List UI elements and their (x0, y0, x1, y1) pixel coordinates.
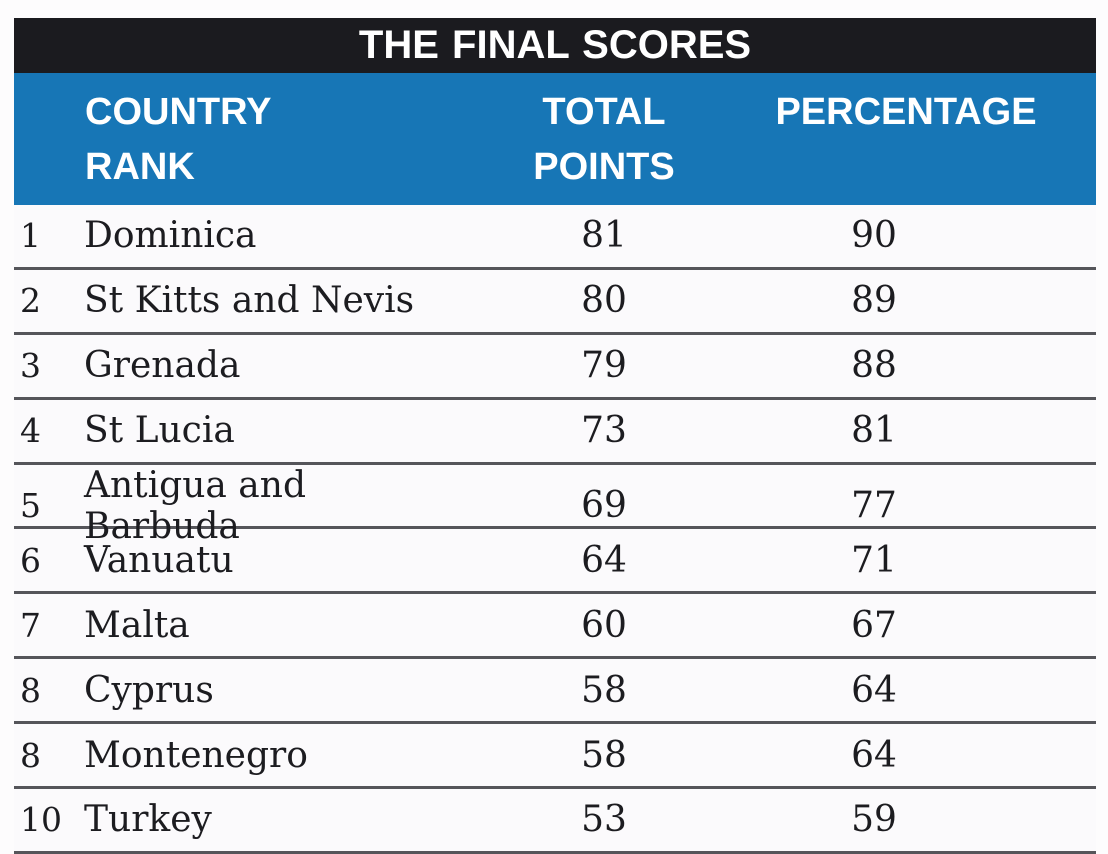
table-row-grenada: 3 Grenada 79 88 (14, 334, 1096, 400)
table-title: THE FINAL SCORES (358, 23, 752, 67)
points-cell: 58 (581, 669, 627, 711)
table-column-header-row: COUNTRY RANK TOTAL POINTS PERCENTAGE (14, 73, 1096, 205)
points-cell: 53 (581, 799, 627, 841)
rank-cell: 5 (20, 486, 41, 526)
rank-cell: 4 (20, 411, 41, 451)
table-row-vanuatu: 6 Vanuatu 64 71 (14, 529, 1096, 595)
table-row-dominica: 1 Dominica 81 90 (14, 205, 1096, 270)
country-cell: Antigua and Barbuda (84, 464, 306, 547)
country-cell: Dominica (84, 215, 257, 257)
rank-cell: 6 (20, 540, 41, 580)
points-cell: 79 (581, 345, 627, 387)
percentage-cell: 71 (851, 539, 897, 581)
column-header-country-line: COUNTRY (85, 91, 272, 133)
table-row-malta: 7 Malta 60 67 (14, 594, 1096, 660)
final-scores-table: THE FINAL SCORES COUNTRY RANK TOTAL POIN… (14, 18, 1096, 854)
percentage-cell: 81 (851, 410, 897, 452)
table-row-cyprus: 8 Cyprus 58 64 (14, 659, 1096, 725)
percentage-cell: 67 (851, 604, 897, 646)
rank-cell: 1 (20, 216, 41, 256)
rank-cell: 2 (20, 281, 41, 321)
percentage-cell: 59 (851, 799, 897, 841)
country-cell: Montenegro (84, 734, 308, 776)
points-cell: 60 (581, 604, 627, 646)
table-title-bar: THE FINAL SCORES (14, 18, 1096, 73)
table-body: 1 Dominica 81 90 2 St Kitts and Nevis 80… (14, 205, 1096, 854)
table-row-st-lucia: 4 St Lucia 73 81 (14, 399, 1096, 465)
points-cell: 80 (581, 280, 627, 322)
rank-cell: 8 (20, 670, 41, 710)
percentage-cell: 64 (851, 669, 897, 711)
country-cell: Malta (84, 604, 190, 646)
country-cell: St Kitts and Nevis (84, 280, 415, 322)
rank-cell: 10 (20, 800, 62, 840)
percentage-cell: 90 (851, 215, 897, 257)
table-row-montenegro: 8 Montenegro 58 64 (14, 724, 1096, 790)
points-cell: 58 (581, 734, 627, 776)
country-cell: St Lucia (84, 410, 235, 452)
rank-cell: 7 (20, 605, 41, 645)
country-cell: Turkey (84, 799, 212, 841)
column-header-country-rank: COUNTRY RANK (14, 85, 464, 205)
percentage-cell: 64 (851, 734, 897, 776)
column-header-rank-line: RANK (85, 146, 195, 188)
column-header-percentage-line: PERCENTAGE (775, 91, 1037, 133)
country-cell: Vanuatu (84, 539, 234, 581)
points-cell: 69 (581, 485, 627, 527)
points-cell: 64 (581, 539, 627, 581)
table-row-antigua-and-barbuda: 5 Antigua and Barbuda 69 77 (14, 464, 1096, 547)
column-header-total-line: TOTAL (542, 91, 666, 133)
percentage-cell: 89 (851, 280, 897, 322)
country-cell: Cyprus (84, 669, 214, 711)
rank-cell: 8 (20, 735, 41, 775)
column-header-total-points: TOTAL POINTS (464, 85, 744, 205)
rank-cell: 3 (20, 346, 41, 386)
points-cell: 73 (581, 410, 627, 452)
column-header-percentage: PERCENTAGE (775, 85, 1037, 205)
percentage-cell: 88 (851, 345, 897, 387)
table-row-turkey: 10 Turkey 53 59 (14, 789, 1096, 854)
column-header-points-line: POINTS (533, 146, 675, 188)
table-row-st-kitts-and-nevis: 2 St Kitts and Nevis 80 89 (14, 269, 1096, 335)
country-cell: Grenada (84, 345, 241, 387)
percentage-cell: 77 (851, 485, 897, 527)
points-cell: 81 (581, 215, 627, 257)
